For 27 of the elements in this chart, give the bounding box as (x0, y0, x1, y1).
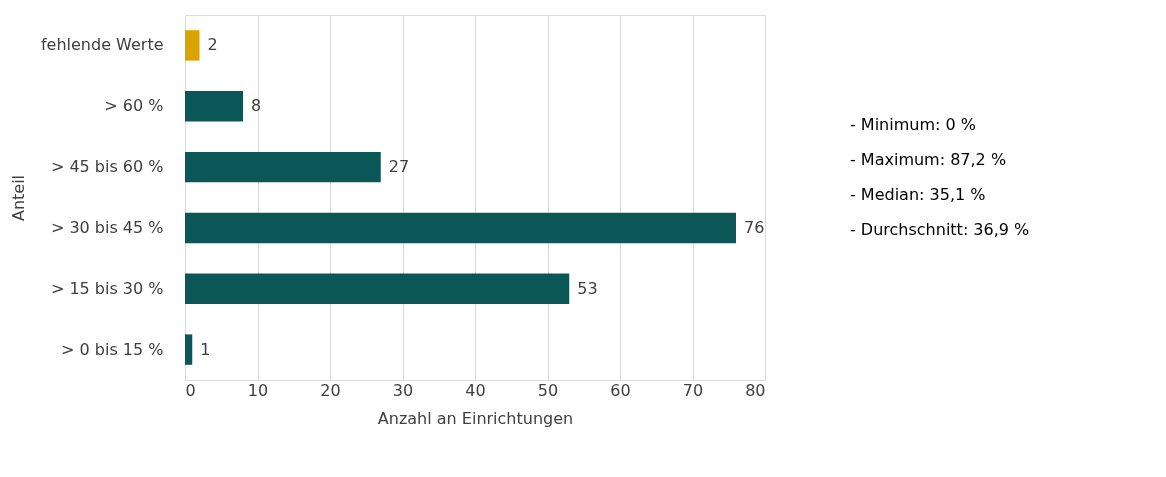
data-label: 1 (200, 339, 211, 359)
data-label: 2 (207, 35, 218, 55)
data-label: 8 (251, 96, 262, 116)
text: - Durchschnitt: 36,9 % (850, 220, 1030, 239)
x-tick-label: 10 (247, 380, 269, 400)
x-tick-label: 50 (537, 380, 559, 400)
x-tick-label: 80 (745, 380, 766, 400)
text: - Minimum: 0 % (850, 115, 976, 134)
x-tick-label: 70 (682, 380, 704, 400)
x-tick-label: 30 (392, 380, 414, 400)
x-axis-title: Anzahl an Einrichtungen (377, 408, 574, 428)
x-tick-label: 60 (610, 380, 631, 400)
y-tick-label: > 15 bis 30 % (50, 278, 164, 298)
y-tick-label: fehlende Werte (40, 35, 164, 55)
text: - Median: 35,1 % (850, 185, 986, 204)
data-label: 27 (388, 157, 410, 177)
data-label: 76 (744, 217, 765, 237)
x-tick-label: 40 (465, 380, 486, 400)
data-label: 53 (577, 278, 598, 298)
x-tick-label: 20 (320, 380, 341, 400)
y-tick-label: > 60 % (104, 96, 164, 116)
y-tick-label: > 30 bis 45 % (50, 217, 164, 237)
y-tick-label: > 0 bis 15 % (61, 339, 164, 359)
y-axis-title: Anteil (8, 174, 28, 222)
y-tick-label: > 45 bis 60 % (50, 157, 164, 177)
x-tick-label: 0 (185, 380, 196, 400)
text: - Maximum: 87,2 % (850, 150, 1007, 169)
